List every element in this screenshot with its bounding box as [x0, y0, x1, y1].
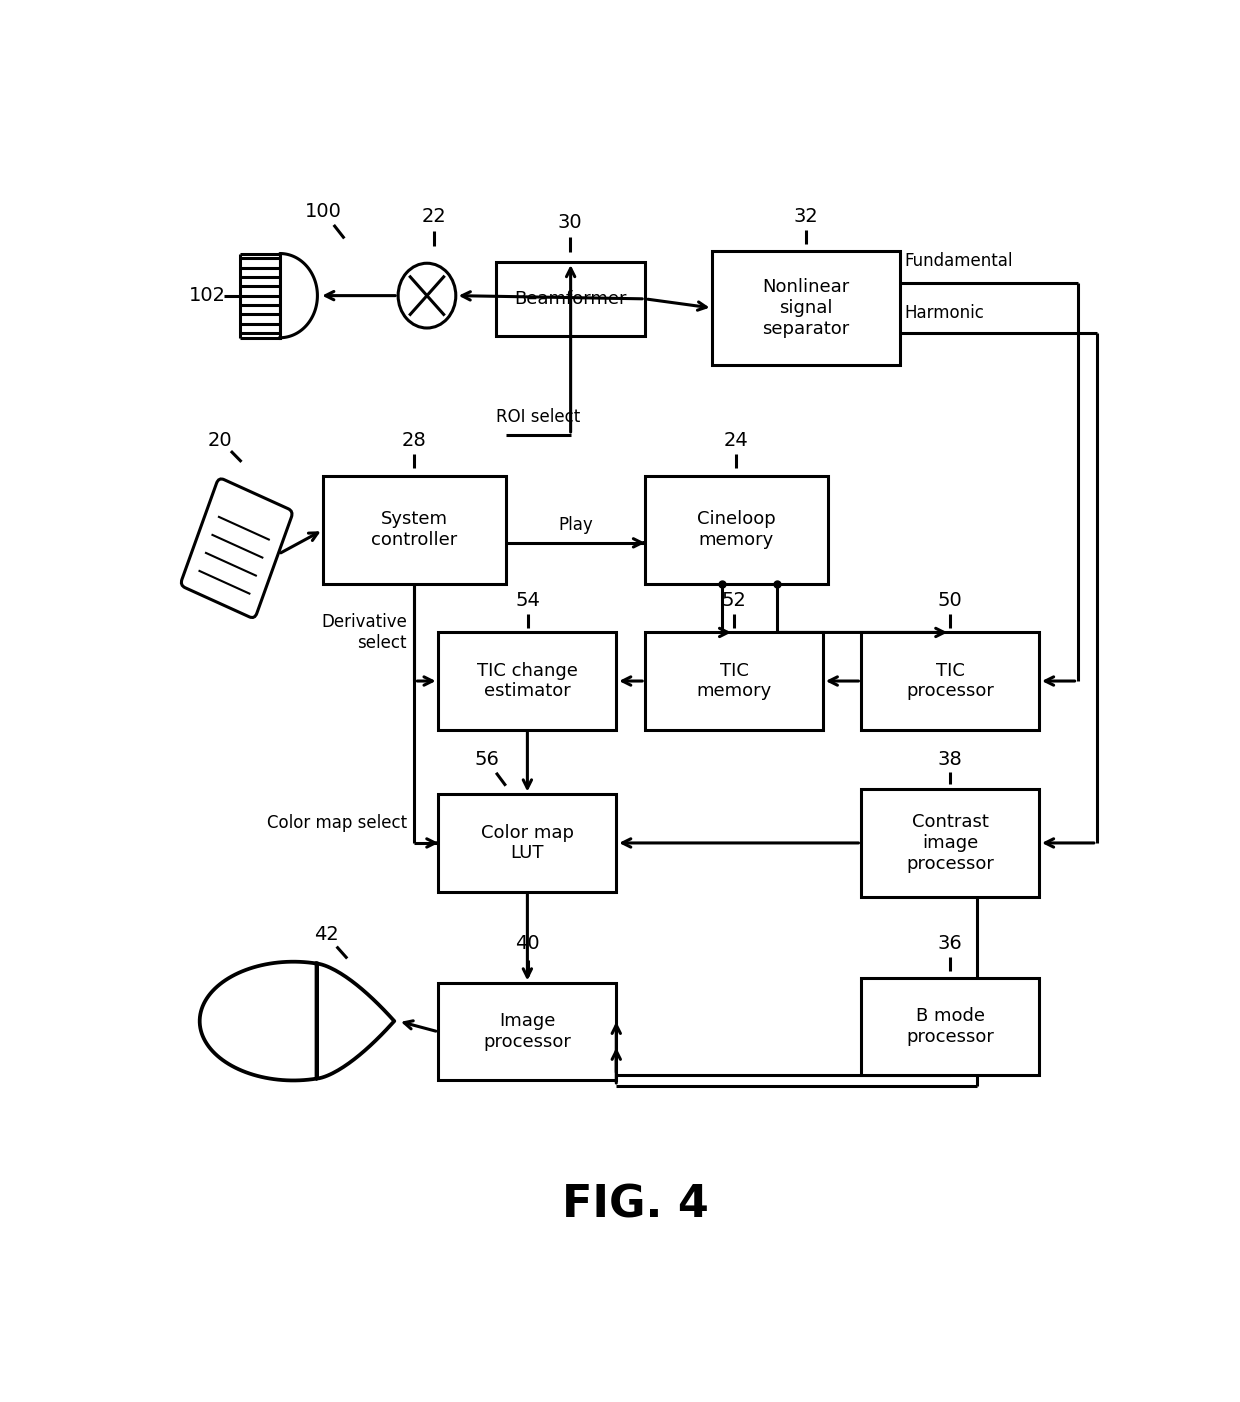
Text: 32: 32	[794, 207, 818, 226]
Text: 22: 22	[422, 207, 446, 226]
Text: 28: 28	[402, 430, 427, 450]
Text: TIC
processor: TIC processor	[906, 662, 994, 701]
FancyBboxPatch shape	[181, 479, 291, 617]
Text: TIC
memory: TIC memory	[697, 662, 771, 701]
Text: 38: 38	[937, 750, 962, 770]
Text: Derivative
select: Derivative select	[321, 613, 407, 652]
Text: Cineloop
memory: Cineloop memory	[697, 510, 776, 550]
Text: Beamformer: Beamformer	[515, 290, 627, 308]
FancyBboxPatch shape	[324, 475, 506, 583]
Text: Image
processor: Image processor	[484, 1012, 572, 1052]
FancyBboxPatch shape	[645, 632, 823, 729]
Text: System
controller: System controller	[371, 510, 458, 550]
FancyBboxPatch shape	[439, 632, 616, 729]
Text: 40: 40	[516, 934, 541, 953]
Text: 102: 102	[190, 286, 227, 306]
Text: 52: 52	[722, 590, 746, 610]
FancyBboxPatch shape	[862, 632, 1039, 729]
Text: 54: 54	[516, 590, 541, 610]
Text: 100: 100	[305, 202, 341, 222]
Text: 20: 20	[208, 430, 233, 450]
FancyBboxPatch shape	[862, 789, 1039, 897]
FancyBboxPatch shape	[439, 795, 616, 892]
Text: Harmonic: Harmonic	[904, 304, 985, 322]
Text: Color map select: Color map select	[267, 815, 407, 833]
Text: Fundamental: Fundamental	[904, 252, 1013, 271]
FancyBboxPatch shape	[439, 983, 616, 1081]
Text: Nonlinear
signal
separator: Nonlinear signal separator	[763, 278, 849, 338]
Text: Contrast
image
processor: Contrast image processor	[906, 813, 994, 873]
FancyBboxPatch shape	[496, 262, 645, 335]
Polygon shape	[280, 254, 317, 338]
FancyBboxPatch shape	[862, 979, 1039, 1075]
Text: B mode
processor: B mode processor	[906, 1007, 994, 1046]
Text: ROI select: ROI select	[496, 408, 580, 426]
Text: 42: 42	[314, 925, 339, 944]
FancyBboxPatch shape	[645, 475, 828, 583]
Text: 50: 50	[937, 590, 962, 610]
Polygon shape	[200, 962, 394, 1081]
Text: 30: 30	[558, 213, 583, 231]
Text: FIG. 4: FIG. 4	[562, 1183, 709, 1227]
Text: 56: 56	[474, 750, 498, 770]
FancyBboxPatch shape	[712, 251, 900, 365]
Text: Color map
LUT: Color map LUT	[481, 823, 574, 862]
Text: TIC change
estimator: TIC change estimator	[477, 662, 578, 701]
Text: 24: 24	[724, 430, 749, 450]
Text: Play: Play	[558, 516, 593, 534]
Text: 36: 36	[937, 934, 962, 953]
